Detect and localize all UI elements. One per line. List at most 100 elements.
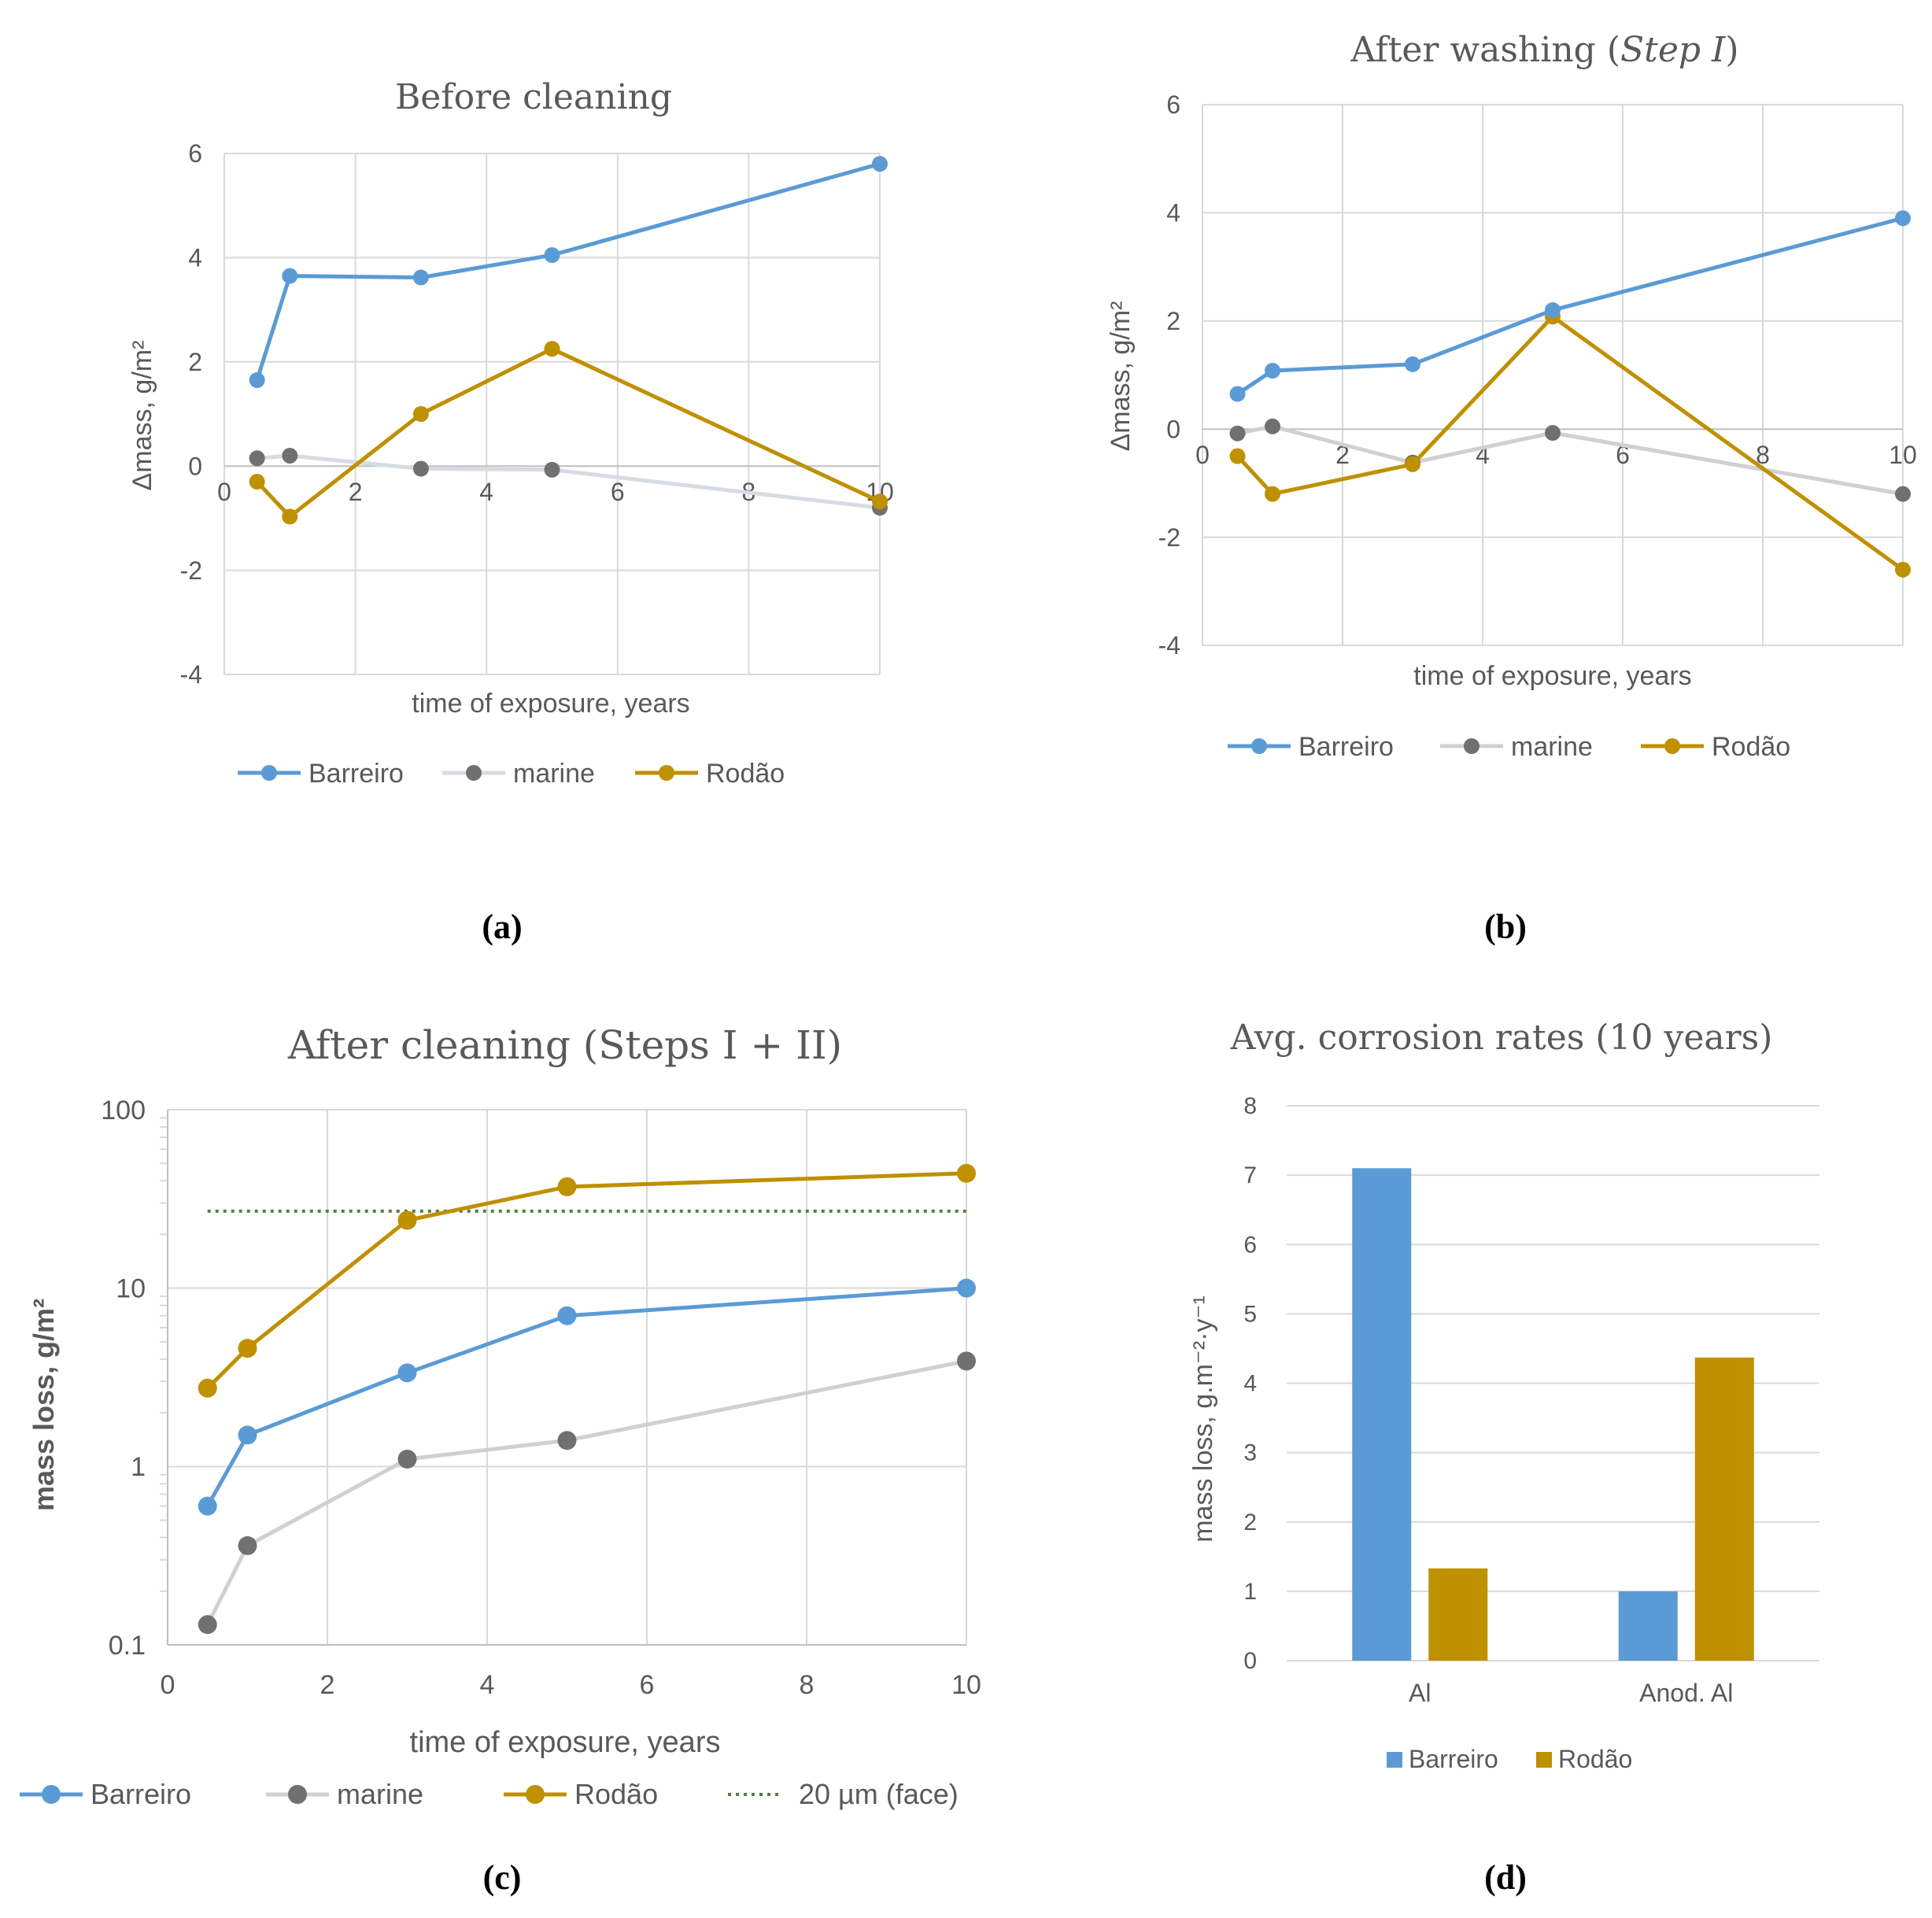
x-tick-label: 2 (320, 1670, 335, 1700)
data-point-barreiro (198, 1496, 217, 1516)
panel-label-b: (b) (1484, 907, 1527, 946)
data-point-barreiro (412, 269, 429, 286)
panel-label-c: (c) (483, 1858, 522, 1897)
chart-title-b-end: ) (1725, 30, 1738, 70)
data-point-barreiro (1265, 363, 1280, 379)
data-point-rodao (1895, 561, 1911, 578)
x-axis-label-c: time of exposure, years (410, 1726, 721, 1759)
y-tick-label: 0 (1166, 415, 1180, 443)
chart-title-d: Avg. corrosion rates (10 years) (1230, 1018, 1773, 1058)
legend-b: Barreiro marine Rodão (1228, 732, 1790, 762)
gridlines-c: 0.1 1 10 100 0 2 4 6 8 10 (101, 1096, 981, 1700)
plot-area-b (1229, 210, 1911, 578)
legend-label: marine (337, 1778, 423, 1810)
legend-swatch-marker (42, 1785, 61, 1804)
x-category-label: Anod. Al (1639, 1679, 1733, 1707)
legend-a: Barreiro marine Rodão (238, 759, 785, 789)
legend-item-rodao: Rodão (635, 759, 785, 789)
y-tick-label: -4 (1158, 631, 1180, 660)
y-tick-label: 2 (188, 348, 202, 376)
legend-swatch-marker (261, 765, 277, 781)
y-tick-label: 2 (1243, 1510, 1257, 1536)
legend-item-barreiro: Barreiro (1228, 732, 1394, 762)
y-tick-label: 1 (1243, 1579, 1257, 1605)
x-tick-label: 8 (800, 1670, 815, 1700)
x-axis-label-a: time of exposure, years (412, 689, 689, 719)
legend-item-barreiro: Barreiro (1387, 1745, 1498, 1773)
chart-title-c: After cleaning (Steps I + II) (287, 1022, 842, 1068)
series-line-barreiro (1236, 216, 1904, 396)
legend-swatch-marker (1464, 738, 1479, 754)
y-tick-label: 5 (1243, 1301, 1257, 1327)
data-point-barreiro (397, 1363, 417, 1383)
data-point-rodao (1265, 486, 1280, 502)
data-point-rodao (198, 1378, 217, 1398)
series-line-barreiro (255, 161, 881, 381)
legend-swatch (1387, 1752, 1402, 1768)
legend-label: Rodão (1558, 1745, 1632, 1773)
x-tick-label: 0 (217, 478, 231, 506)
x-tick-label: 2 (349, 478, 363, 506)
data-point-barreiro (1229, 386, 1246, 402)
legend-label: Barreiro (1409, 1745, 1498, 1773)
data-point-barreiro (1895, 210, 1911, 227)
data-point-rodao (397, 1210, 417, 1230)
x-tick-label: 4 (479, 478, 493, 506)
chart-panel-c: 0.1 1 10 100 0 2 4 6 8 10 After cleaning (Steps I… (20, 1022, 981, 1897)
data-point-marine (249, 450, 265, 467)
x-tick-label: 2 (1335, 441, 1350, 469)
y-tick-label: 6 (1243, 1232, 1257, 1258)
legend-label: Barreiro (1298, 732, 1394, 762)
legend-item-marine: marine (266, 1778, 423, 1810)
y-tick-label: 4 (188, 244, 202, 272)
bar-barreiro-al (1352, 1168, 1412, 1661)
data-point-rodao (412, 406, 429, 422)
data-point-rodao (872, 493, 888, 510)
legend-item-barreiro: Barreiro (238, 759, 404, 789)
data-point-marine (1895, 486, 1911, 502)
data-point-marine (1229, 425, 1246, 442)
chart-title-a: Before cleaning (395, 77, 672, 117)
data-point-marine (412, 460, 429, 477)
y-tick-label: 0.1 (109, 1631, 146, 1661)
legend-label: Barreiro (91, 1778, 191, 1810)
data-point-barreiro (1405, 356, 1420, 372)
data-point-barreiro (238, 1425, 257, 1445)
legend-item-rodao: Rodão (1641, 732, 1790, 762)
data-point-rodao (544, 341, 560, 357)
plot-area-d (1352, 1168, 1754, 1661)
y-tick-label: -2 (1158, 523, 1180, 552)
plot-area-a (249, 156, 888, 525)
chart-panel-d: 0 1 2 3 4 5 6 7 8 Al Anod. Al Avg. corrosion rates… (1188, 1018, 1819, 1897)
y-tick-label: -2 (180, 556, 202, 585)
panel-label-d: (d) (1484, 1858, 1527, 1897)
legend-d: Barreiro Rodão (1387, 1745, 1632, 1773)
series-line-rodao (206, 1171, 967, 1390)
y-axis-label-b: Δmass, g/m² (1106, 301, 1136, 452)
data-point-marine (1265, 418, 1280, 434)
data-point-rodao (1229, 448, 1246, 464)
y-axis-label-d: mass loss, g.m⁻²·y⁻¹ (1188, 1295, 1218, 1543)
y-tick-label: 100 (101, 1096, 146, 1125)
legend-label: Rodão (1712, 732, 1790, 762)
legend-item-20-um-face: 20 µm (face) (728, 1778, 959, 1810)
chart-title-b-start: After washing ( (1350, 30, 1620, 70)
y-axis-label-a: Δmass, g/m² (127, 341, 157, 491)
legend-label: Rodão (574, 1778, 658, 1810)
data-point-barreiro (544, 247, 560, 264)
legend-label: 20 µm (face) (799, 1778, 959, 1810)
legend-c: Barreiro marine Rodão 20 µm (face) (20, 1778, 959, 1810)
y-tick-label: 4 (1166, 199, 1180, 227)
data-point-barreiro (557, 1306, 577, 1325)
data-point-marine (282, 447, 298, 464)
legend-item-marine: marine (442, 759, 595, 789)
y-tick-label: 4 (1243, 1371, 1257, 1397)
data-point-rodao (238, 1339, 257, 1358)
data-point-marine (957, 1351, 976, 1371)
chart-title-b: After washing (Step I) (1350, 30, 1738, 70)
x-tick-label: 8 (1756, 441, 1770, 469)
